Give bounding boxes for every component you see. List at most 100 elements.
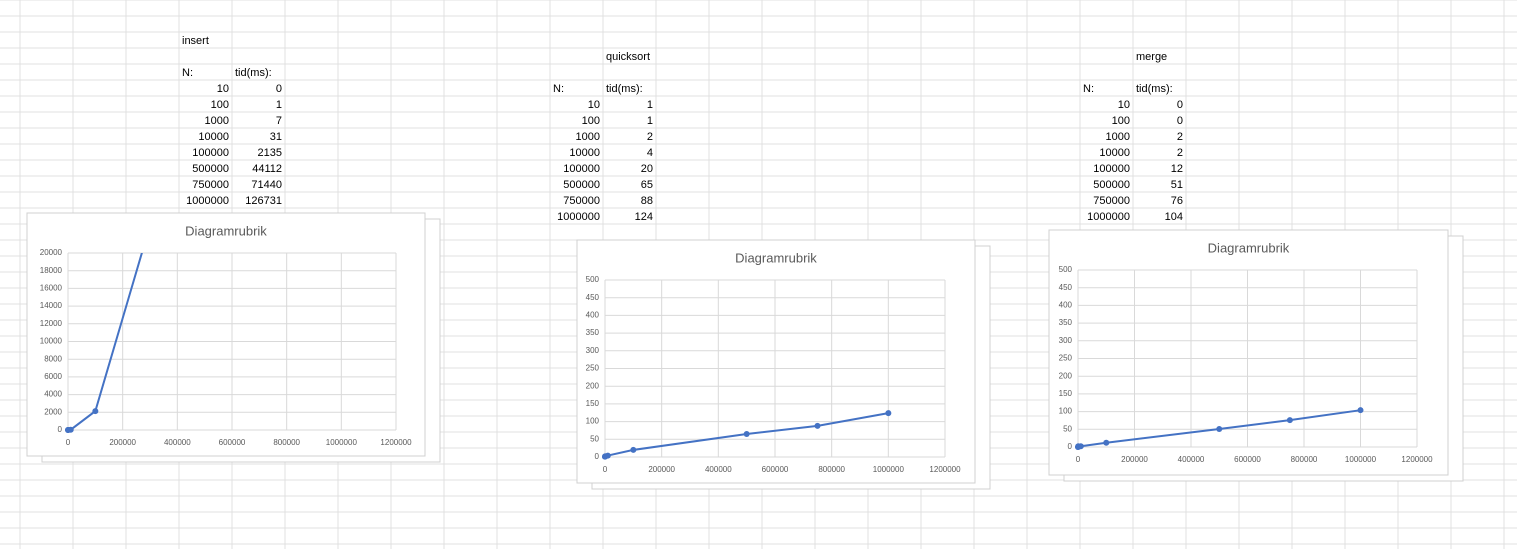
data-point <box>67 426 74 433</box>
y-tick-label: 300 <box>1059 336 1073 345</box>
cell-value: 100000 <box>1093 163 1130 175</box>
cell-value: 100000 <box>192 147 229 159</box>
x-tick-label: 1200000 <box>380 438 412 447</box>
cell-value: 51 <box>1171 179 1183 191</box>
x-tick-label: 800000 <box>1291 455 1318 464</box>
x-tick-label: 800000 <box>818 465 845 474</box>
y-tick-label: 16000 <box>40 284 63 293</box>
chart-area <box>26 212 426 457</box>
x-tick-label: 600000 <box>1234 455 1261 464</box>
data-point <box>814 422 821 429</box>
data-point <box>1077 443 1084 450</box>
cell-value: 1000 <box>205 115 229 127</box>
chart-area <box>576 239 976 484</box>
cell-value: 750000 <box>1093 195 1130 207</box>
cell-value: 1 <box>276 99 282 111</box>
y-tick-label: 0 <box>58 425 63 434</box>
x-tick-label: 1200000 <box>1401 455 1433 464</box>
y-tick-label: 200 <box>1059 371 1073 380</box>
cell-value: 1000000 <box>557 211 600 223</box>
cell-value: 100 <box>1112 115 1130 127</box>
data-point <box>885 410 892 417</box>
y-tick-label: 50 <box>590 434 599 443</box>
y-tick-label: 450 <box>1059 283 1073 292</box>
y-tick-label: 12000 <box>40 319 63 328</box>
data-point <box>92 408 99 415</box>
x-tick-label: 400000 <box>1178 455 1205 464</box>
cell-value: 100 <box>211 99 229 111</box>
cell-value: 20 <box>641 163 653 175</box>
cell-value: 0 <box>276 83 282 95</box>
table-title: insert <box>182 35 209 47</box>
cell-value: 0 <box>1177 115 1183 127</box>
y-tick-label: 450 <box>586 293 600 302</box>
table-title: merge <box>1136 51 1167 63</box>
cell-value: 10 <box>217 83 229 95</box>
cell-value: 0 <box>1177 99 1183 111</box>
y-tick-label: 100 <box>1059 407 1073 416</box>
cell-value: 2 <box>1177 147 1183 159</box>
cell-value: 2 <box>647 131 653 143</box>
cell-value: 500000 <box>1093 179 1130 191</box>
x-tick-label: 400000 <box>705 465 732 474</box>
x-tick-label: 200000 <box>109 438 136 447</box>
cell-value: 1000000 <box>186 195 229 207</box>
cell-value: 1000 <box>1106 131 1130 143</box>
cell-value: 1 <box>647 99 653 111</box>
cell-value: 12 <box>1171 163 1183 175</box>
cell-value: 65 <box>641 179 653 191</box>
cell-value: 10000 <box>198 131 229 143</box>
y-tick-label: 18000 <box>40 266 63 275</box>
cell-value: 31 <box>270 131 282 143</box>
x-tick-label: 0 <box>1076 455 1081 464</box>
x-tick-label: 1000000 <box>326 438 358 447</box>
y-tick-label: 8000 <box>44 354 62 363</box>
cell-value: 10 <box>588 99 600 111</box>
cell-value: 126731 <box>245 195 282 207</box>
data-point <box>1103 439 1110 446</box>
y-tick-label: 200 <box>586 381 600 390</box>
chart-area <box>1048 229 1449 476</box>
plot <box>65 253 143 433</box>
x-tick-label: 1000000 <box>1345 455 1377 464</box>
cell-value: 1 <box>647 115 653 127</box>
x-tick-label: 0 <box>603 465 608 474</box>
chart-title: Diagramrubrik <box>185 223 267 238</box>
y-tick-label: 50 <box>1063 424 1072 433</box>
y-tick-label: 400 <box>1059 301 1073 310</box>
cell-value: 44112 <box>252 163 282 175</box>
cell-value: 7 <box>276 115 282 127</box>
x-tick-label: 200000 <box>1121 455 1148 464</box>
data-point <box>743 430 750 437</box>
cell-value: 4 <box>647 147 653 159</box>
cell-value: 100000 <box>563 163 600 175</box>
cell-value: 88 <box>641 195 653 207</box>
cell-value: 500000 <box>192 163 229 175</box>
cell-value: 2135 <box>258 147 282 159</box>
cell-value: 124 <box>635 211 653 223</box>
cell-value: 71440 <box>251 179 282 191</box>
y-tick-label: 150 <box>1059 389 1073 398</box>
chart-title: Diagramrubrik <box>1208 240 1290 255</box>
y-tick-label: 10000 <box>40 337 63 346</box>
cell-value: 76 <box>1171 195 1183 207</box>
x-tick-label: 0 <box>66 438 71 447</box>
cell-value: 2 <box>1177 131 1183 143</box>
y-tick-label: 300 <box>586 346 600 355</box>
cell-value: 1000000 <box>1087 211 1130 223</box>
y-tick-label: 400 <box>586 311 600 320</box>
y-tick-label: 250 <box>586 364 600 373</box>
cell-value: 10 <box>1118 99 1130 111</box>
column-header: N: <box>182 67 193 79</box>
column-header: N: <box>553 83 564 95</box>
cell-value: 10000 <box>569 147 600 159</box>
x-tick-label: 400000 <box>164 438 191 447</box>
column-header: N: <box>1083 83 1094 95</box>
data-point <box>1216 425 1223 432</box>
x-tick-label: 600000 <box>762 465 789 474</box>
y-tick-label: 100 <box>586 417 600 426</box>
x-tick-label: 1200000 <box>929 465 961 474</box>
plot <box>1075 407 1364 450</box>
column-header: tid(ms): <box>235 67 272 79</box>
